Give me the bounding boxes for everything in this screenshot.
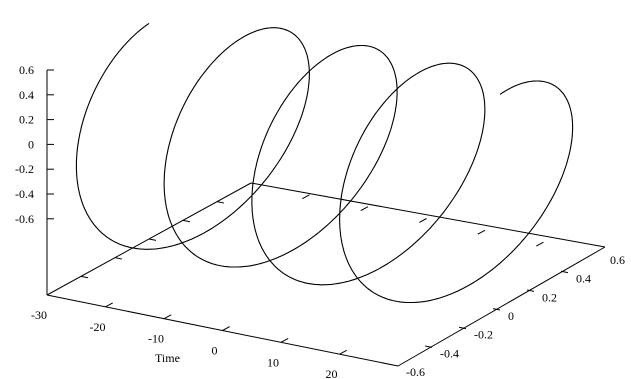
time-tick-mark [280, 337, 289, 343]
depth-tick-mark-back [182, 219, 191, 223]
vertical-tick-label: -0.6 [15, 212, 34, 226]
time-tick-mark [339, 349, 347, 355]
axes-frame [46, 70, 606, 367]
depth-tick-label: 0 [508, 309, 514, 323]
vertical-tick-label: -0.4 [15, 187, 34, 201]
depth-axis-ticks: -0.6 -0.4 -0.2 0 0.2 0.4 0.6 [80, 201, 625, 379]
vertical-tick-label: 0 [28, 137, 34, 151]
depth-tick-mark-back [216, 201, 225, 204]
depth-tick-label: -0.4 [440, 346, 459, 360]
depth-tick-mark [526, 289, 535, 292]
time-axis-title: Time [155, 351, 180, 365]
helix-series [75, 22, 574, 304]
depth-tick-mark [458, 326, 467, 330]
time-tick-label: -20 [90, 320, 106, 334]
vertical-axis-ticks: 0.6 0.4 0.2 0 -0.2 -0.4 -0.6 [15, 63, 54, 226]
depth-tick-label: 0.2 [542, 290, 557, 304]
time-tick-mark [105, 302, 113, 308]
depth-tick-label: 0.4 [576, 272, 591, 286]
depth-tick-mark-back [148, 238, 157, 241]
time-tick-label: 20 [326, 367, 338, 379]
time-tick-label: 0 [212, 344, 218, 358]
time-tick-label: 10 [267, 355, 279, 369]
time-tick-mark-back [419, 218, 427, 223]
vertical-tick-label: 0.6 [19, 63, 34, 77]
vertical-tick-label: 0.4 [19, 88, 34, 102]
back-time-axis-line [250, 182, 606, 248]
depth-tick-mark [560, 270, 569, 274]
helix-series-line [75, 22, 574, 304]
depth-tick-mark-back [114, 257, 123, 260]
time-axis-ticks: -30-20-100102030 [31, 194, 544, 379]
time-tick-mark-back [302, 194, 310, 200]
depth-tick-mark-back [80, 275, 89, 279]
depth-tick-label: -0.6 [406, 365, 425, 379]
time-tick-mark-back [477, 229, 486, 235]
depth-axis-line [397, 246, 606, 367]
time-tick-mark-back [360, 206, 369, 212]
vertical-tick-label: 0.2 [19, 113, 34, 127]
time-tick-mark [163, 314, 172, 320]
depth-tick-label: -0.2 [474, 328, 493, 342]
time-tick-label: -10 [148, 332, 164, 346]
depth-tick-mark [424, 345, 433, 348]
time-tick-label: -30 [31, 308, 47, 322]
depth-tick-mark [492, 308, 501, 311]
depth-tick-label: 0.6 [610, 253, 625, 267]
time-tick-mark [222, 326, 230, 331]
time-tick-mark-back [536, 241, 544, 247]
vertical-tick-label: -0.2 [15, 162, 34, 176]
